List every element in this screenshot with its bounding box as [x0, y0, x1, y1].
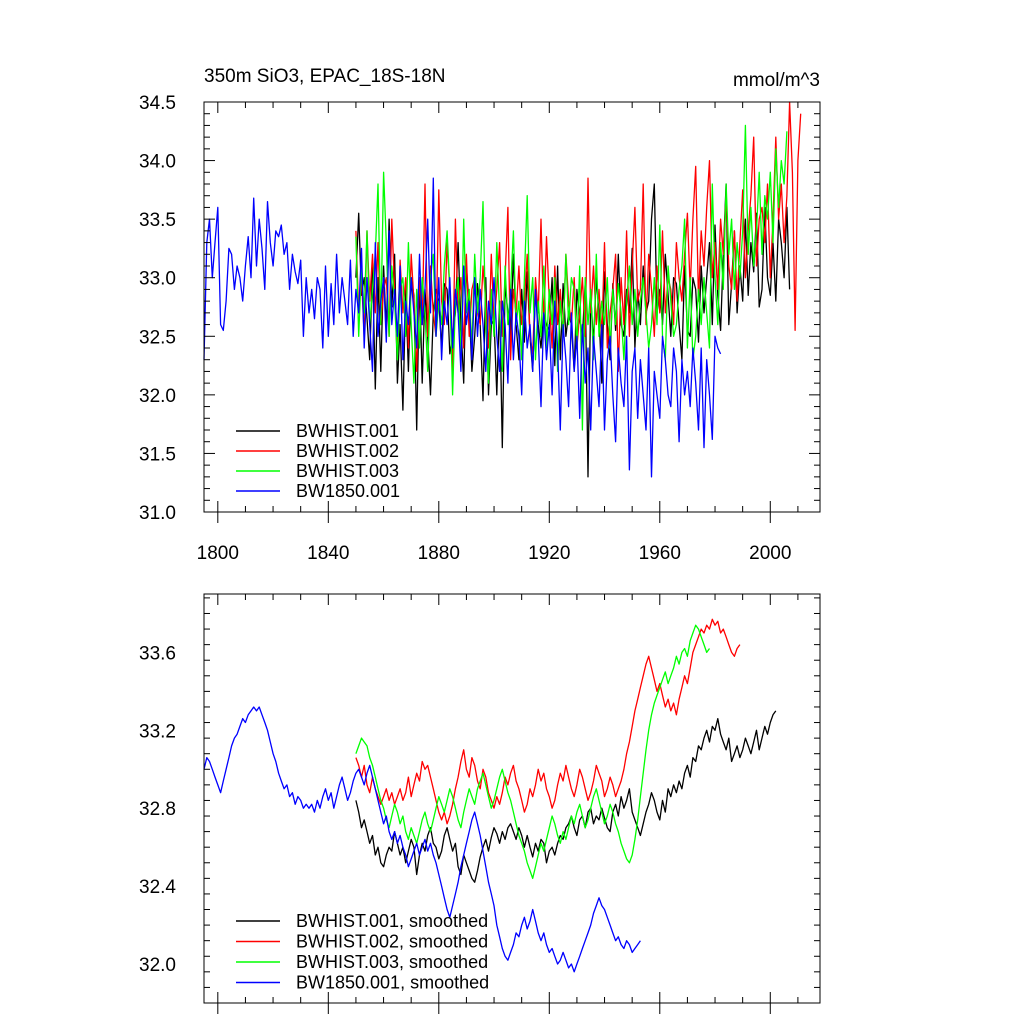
y-tick-label: 33.0 — [139, 269, 176, 290]
units-label: mmol/m^3 — [733, 70, 820, 91]
legend-label-1: BWHIST.001 — [296, 421, 399, 441]
plot-frame — [203, 593, 821, 1004]
legend-label-4: BW1850.001 — [296, 481, 400, 501]
y-tick-label: 32.4 — [139, 877, 176, 898]
x-tick-label: 1840 — [307, 543, 349, 564]
legend-label-4: BW1850.001, smoothed — [296, 973, 489, 993]
x-tick-label: 2000 — [749, 543, 791, 564]
y-tick-label: 34.0 — [139, 152, 176, 173]
legend-label-2: BWHIST.002, smoothed — [296, 932, 488, 952]
legend-label-1: BWHIST.001, smoothed — [296, 911, 488, 931]
series-line-1 — [355, 710, 777, 883]
y-tick-label: 31.0 — [139, 503, 176, 524]
legend-label-3: BWHIST.003, smoothed — [296, 952, 488, 972]
y-tick-label: 32.0 — [139, 386, 176, 407]
bottom-panel-smoothed-series: 32.0 32.4 32.8 33.2 33.6 BWHIST.001, smoothed… — [139, 593, 821, 1014]
series-line-2 — [355, 101, 802, 373]
series-group — [203, 101, 802, 478]
y-tick-label: 31.5 — [139, 444, 176, 465]
y-tick-label: 33.6 — [139, 643, 176, 664]
series-line-4 — [203, 706, 641, 973]
y-tick-label: 32.0 — [139, 955, 176, 976]
series-line-3 — [355, 624, 711, 880]
series-line-3 — [355, 124, 788, 431]
chart-title: 350m SiO3, EPAC_18S-18N — [204, 66, 446, 87]
y-tick-label: 32.5 — [139, 327, 176, 348]
series-line-2 — [355, 618, 741, 825]
x-tick-label: 1800 — [197, 543, 239, 564]
y-tick-label: 33.2 — [139, 721, 176, 742]
y-tick-label: 32.8 — [139, 799, 176, 820]
legend-label-2: BWHIST.002 — [296, 441, 399, 461]
legend-label-3: BWHIST.003 — [296, 461, 399, 481]
y-tick-label: 33.5 — [139, 210, 176, 231]
x-tick-label: 1920 — [528, 543, 570, 564]
top-panel-raw-series: 350m SiO3, EPAC_18S-18N mmol/m^3 1800 184… — [139, 66, 821, 564]
series-line-4 — [203, 177, 722, 478]
y-tick-label: 34.5 — [139, 93, 176, 114]
x-tick-label: 1960 — [639, 543, 681, 564]
plot-frame — [203, 101, 821, 513]
series-group — [203, 618, 777, 973]
x-tick-label: 1880 — [418, 543, 460, 564]
